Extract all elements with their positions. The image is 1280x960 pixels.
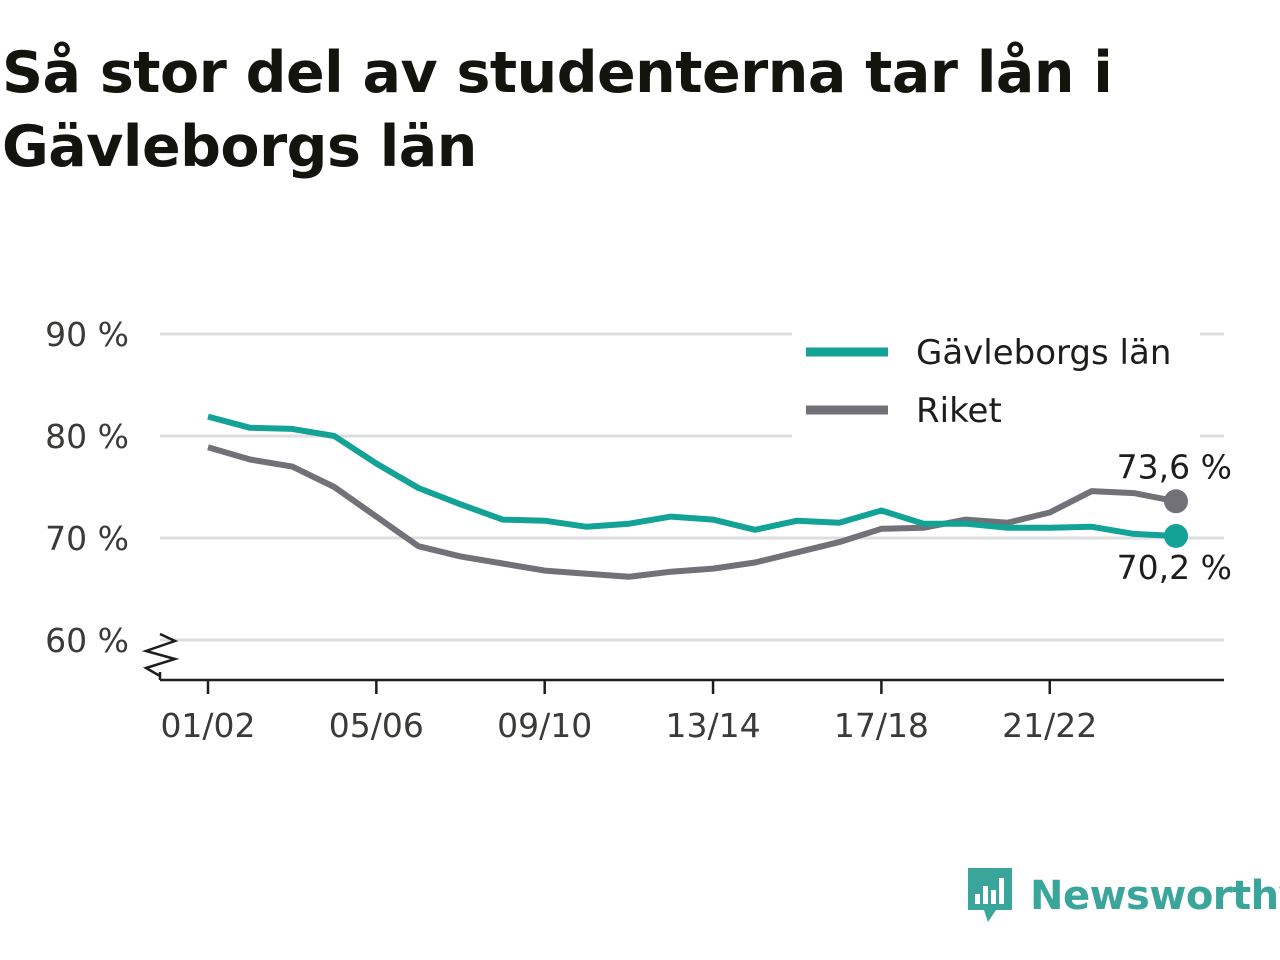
y-axis-ticks: 60 % 70 % 80 % 90 % xyxy=(45,315,129,660)
end-marker xyxy=(1164,523,1188,548)
x-tick-label: 09/10 xyxy=(497,706,592,745)
brand-name: Newsworthy xyxy=(1030,873,1280,919)
legend-label: Riket xyxy=(916,391,1002,431)
newsworthy-logo-icon xyxy=(968,868,1012,922)
x-tick-label: 13/14 xyxy=(665,706,760,745)
x-tick-label: 01/02 xyxy=(160,706,255,745)
end-value-label: 70,2 % xyxy=(1117,548,1232,587)
series-layer xyxy=(207,413,1188,580)
series-line xyxy=(207,444,1177,580)
y-axis-break-icon xyxy=(141,632,180,678)
y-tick-label: 60 % xyxy=(45,621,129,660)
series-line xyxy=(207,413,1177,539)
x-axis: 01/02 05/06 09/10 13/14 17/18 21/22 xyxy=(158,672,1224,745)
brand-logo: Newsworthy xyxy=(964,866,1280,926)
x-tick-label: 05/06 xyxy=(329,706,424,745)
y-tick-label: 90 % xyxy=(45,315,129,354)
x-tick-label: 17/18 xyxy=(834,706,929,745)
y-tick-label: 80 % xyxy=(45,417,129,456)
y-tick-label: 70 % xyxy=(45,519,129,558)
legend-box xyxy=(792,326,1200,438)
end-labels: 70,2 % 73,6 % xyxy=(1117,447,1232,587)
legend: Gävleborgs län Riket xyxy=(792,326,1200,438)
chart-title: Så stor del av studenterna tar lån i Gäv… xyxy=(2,40,1113,180)
end-marker xyxy=(1164,489,1188,514)
x-tick-label: 21/22 xyxy=(1002,706,1097,745)
legend-label: Gävleborgs län xyxy=(916,333,1171,373)
end-value-label: 73,6 % xyxy=(1117,447,1232,486)
